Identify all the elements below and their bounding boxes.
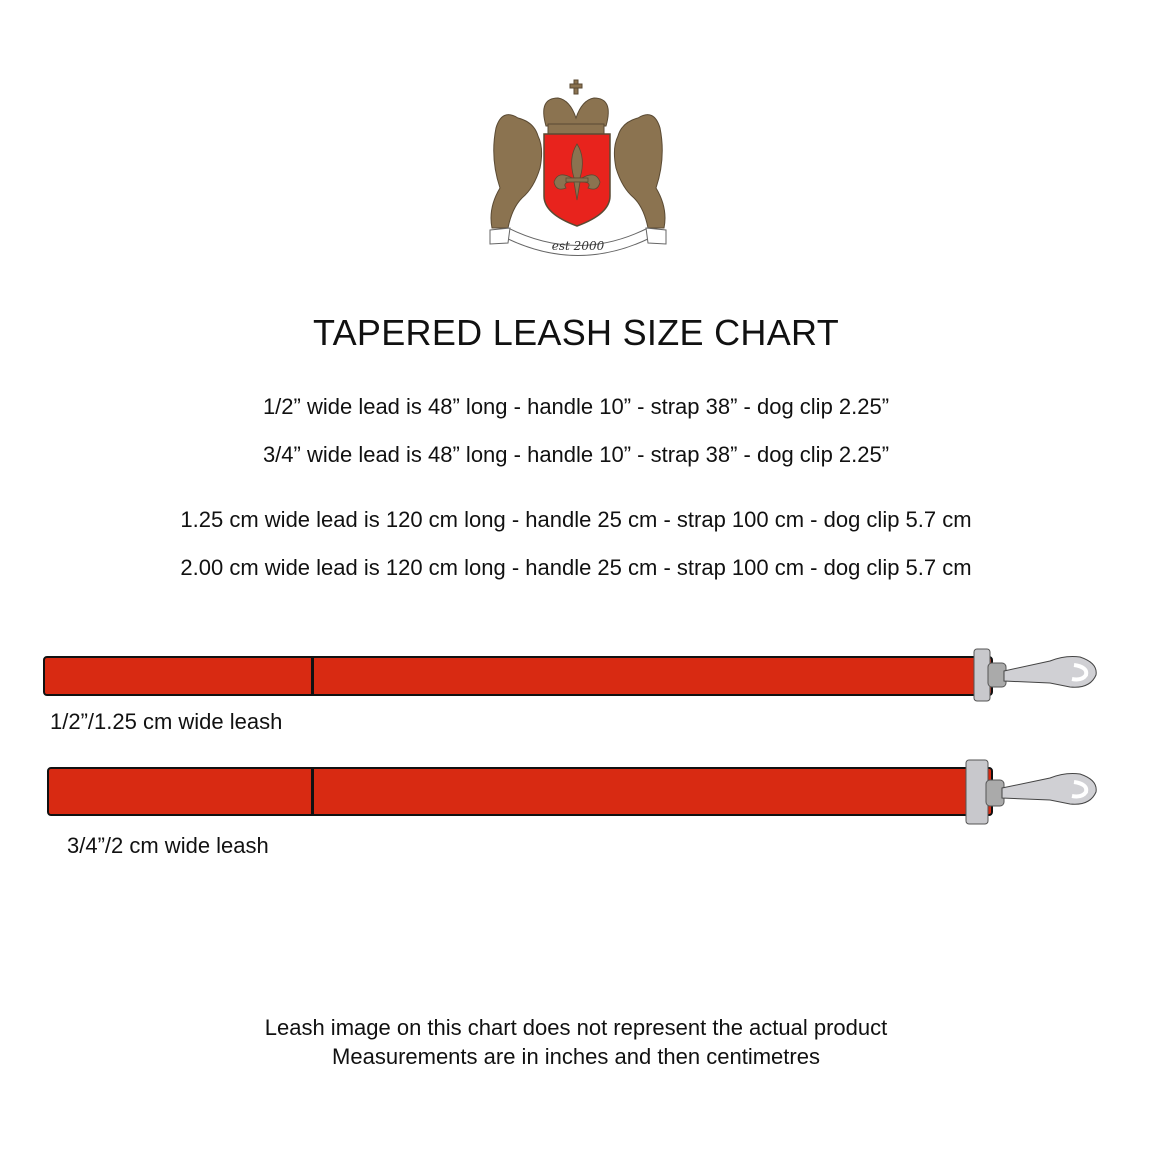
dog-clip-icon (973, 648, 1097, 702)
dog-clip-icon (965, 759, 1097, 825)
banner (489, 227, 667, 256)
footer-units-note: Measurements are in inches and then cent… (332, 1044, 820, 1069)
handle-divider (311, 769, 314, 814)
logo-text: est 2000 (552, 239, 605, 253)
leash-half-inch (43, 656, 993, 696)
leash-label-1: 1/2”/1.25 cm wide leash (50, 709, 283, 734)
footer-disclaimer: Leash image on this chart does not repre… (264, 1015, 888, 1040)
size-line-3: 1.25 cm wide lead is 120 cm long - handl… (180, 507, 972, 532)
size-line-2: 3/4” wide lead is 48” long - handle 10” … (262, 442, 890, 467)
page-title: TAPERED LEASH SIZE CHART (313, 312, 839, 353)
fleur-de-lis-icon (553, 143, 601, 201)
coat-of-arms-logo: est 2000 (489, 79, 667, 256)
lion-right-icon (613, 114, 666, 229)
handle-divider (311, 658, 314, 694)
size-line-4: 2.00 cm wide lead is 120 cm long - handl… (180, 555, 972, 580)
lion-left-icon (490, 114, 543, 229)
leash-three-quarter-inch (47, 767, 993, 816)
size-line-1: 1/2” wide lead is 48” long - handle 10” … (262, 394, 890, 419)
crown-icon (543, 79, 609, 135)
leash-label-2: 3/4”/2 cm wide leash (67, 833, 269, 858)
